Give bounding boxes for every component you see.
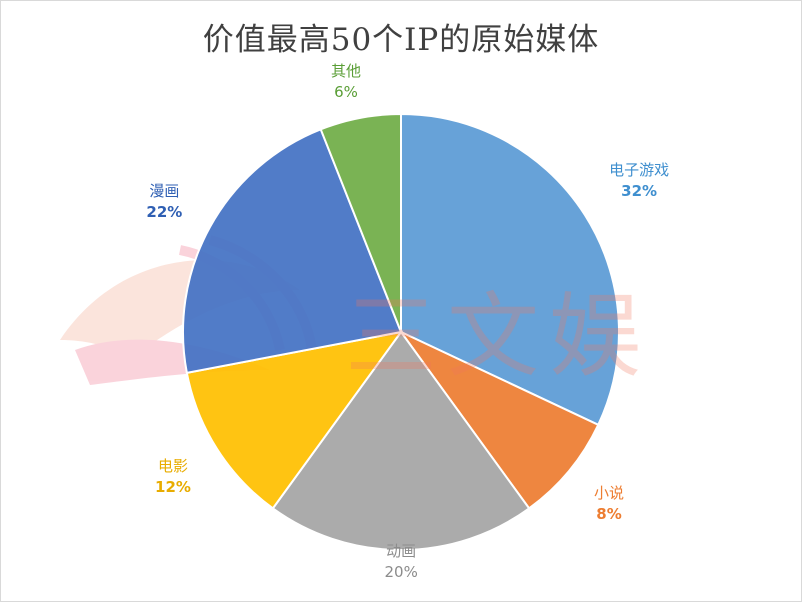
watermark-text: 三文娱 [345, 283, 652, 390]
slice-category-label: 电子游戏 [609, 160, 670, 179]
slice-label-2: 小说 8% [594, 483, 624, 525]
slice-category-label: 漫画 [149, 181, 180, 200]
pie-slice-2 [400, 331, 600, 510]
slice-label-4: 电影 12% [155, 456, 191, 498]
slice-value-label: 12% [155, 477, 191, 496]
slice-value-label: 32% [621, 181, 658, 200]
pie-slice-6 [319, 112, 402, 333]
slice-category-label: 其他 [331, 62, 362, 80]
slice-label-6: 其他 6% [331, 61, 361, 103]
slice-category-label: 小说 [594, 484, 625, 503]
pie-slice-3 [271, 330, 531, 551]
slice-value-label: 20% [384, 563, 418, 581]
slice-label-5: 漫画 22% [146, 181, 182, 223]
slice-category-label: 电影 [157, 456, 188, 475]
pie-slice-5 [182, 128, 403, 375]
pie-slice-4 [185, 330, 404, 510]
slice-label-3: 动画 20% [385, 541, 418, 583]
slice-category-label: 动画 [386, 542, 417, 560]
pie-slice-1 [400, 112, 620, 427]
chart-title: 价值最高50个IP的原始媒体 [202, 22, 600, 58]
slice-label-1: 电子游戏 32% [609, 160, 669, 202]
slice-value-label: 8% [596, 505, 622, 524]
slice-value-label: 22% [146, 202, 183, 221]
slice-value-label: 6% [334, 83, 358, 101]
